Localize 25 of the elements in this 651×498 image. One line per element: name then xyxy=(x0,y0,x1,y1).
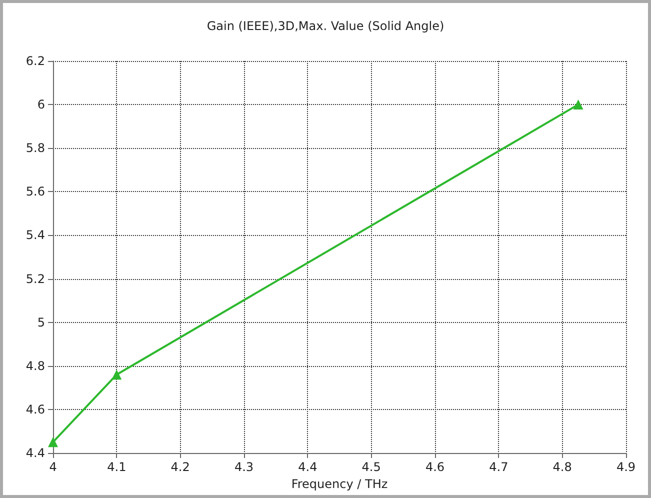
y-tick-label: 5.2 xyxy=(26,272,45,286)
x-tick-label: 4.9 xyxy=(616,460,636,474)
chart-title: Gain (IEEE),3D,Max. Value (Solid Angle) xyxy=(206,19,444,33)
x-tick-label: 4.5 xyxy=(362,460,381,474)
x-tick-label: 4.2 xyxy=(170,460,190,474)
point xyxy=(573,100,584,110)
point xyxy=(48,437,58,448)
y-tick-label: 5.4 xyxy=(26,228,45,242)
y-tick-label: 4.4 xyxy=(26,446,45,460)
y-tick-label: 5 xyxy=(37,315,45,330)
x-tick-label: 4 xyxy=(49,460,57,474)
x-tick-label: 4.1 xyxy=(107,460,126,474)
x-axis-title: Frequency / THz xyxy=(291,476,388,491)
y-tick-label: 6.2 xyxy=(26,54,45,68)
x-tick-label: 4.6 xyxy=(425,460,445,474)
x-tick-label: 4.8 xyxy=(552,460,572,474)
x-tick-label: 4.3 xyxy=(234,460,254,474)
y-tick-label: 5.6 xyxy=(26,184,45,199)
point xyxy=(112,370,122,380)
x-tick-label: 4.4 xyxy=(298,460,318,474)
x-tick-label: 4.7 xyxy=(489,460,508,474)
y-tick-label: 5.8 xyxy=(26,141,45,156)
y-tick-label: 6 xyxy=(37,98,45,112)
y-tick-label: 4.8 xyxy=(26,358,45,373)
y-tick-label: 4.6 xyxy=(26,402,45,416)
